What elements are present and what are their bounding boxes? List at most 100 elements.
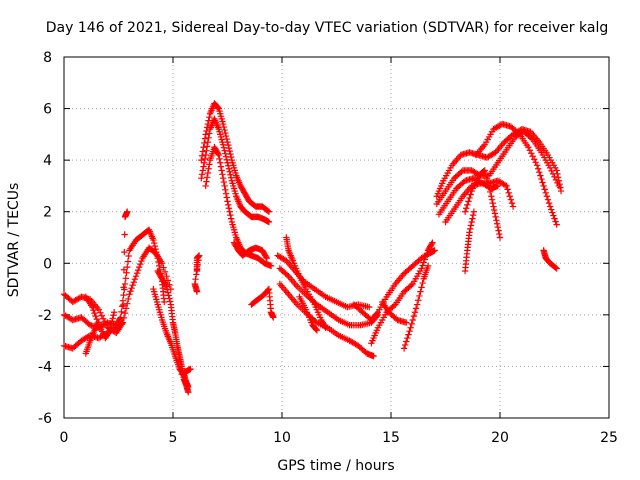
x-axis-label: GPS time / hours — [277, 458, 394, 474]
data-point — [120, 284, 127, 291]
data-point — [552, 176, 560, 184]
y-tick-labels: -6 -4 -2 0 2 4 6 8 — [38, 50, 52, 427]
data-point — [165, 292, 172, 299]
data-point — [465, 198, 472, 205]
data-point — [124, 208, 131, 215]
series-arc-21 — [368, 239, 436, 347]
data-point — [222, 132, 230, 140]
y-tick-label: 6 — [43, 102, 52, 118]
data-point — [118, 308, 125, 316]
series-arc-15 — [274, 252, 373, 311]
data-point — [467, 222, 475, 229]
data-point — [152, 245, 159, 253]
data-point — [220, 123, 228, 131]
series-arc-8 — [178, 365, 194, 378]
data-point — [206, 113, 213, 121]
data-point — [546, 203, 554, 210]
data-point — [312, 318, 319, 325]
data-point — [467, 225, 474, 233]
data-point — [121, 309, 129, 317]
data-point — [411, 309, 419, 316]
data-point — [138, 257, 145, 265]
data-marks — [60, 100, 565, 396]
data-point — [227, 171, 234, 178]
data-point — [549, 170, 557, 178]
data-point — [205, 165, 212, 172]
data-point — [429, 239, 436, 246]
data-point — [124, 258, 132, 265]
data-point — [533, 162, 541, 169]
data-point — [509, 203, 517, 210]
data-point — [313, 327, 321, 334]
data-point — [536, 168, 543, 176]
data-point — [221, 126, 228, 134]
data-point — [203, 178, 210, 185]
data-point — [492, 213, 499, 221]
series-arc-30 — [472, 120, 560, 228]
data-point — [203, 147, 210, 154]
data-point — [424, 262, 432, 270]
series-arc-19 — [296, 293, 321, 334]
data-point — [105, 328, 113, 335]
data-point — [161, 268, 169, 276]
data-point — [219, 171, 226, 178]
data-point — [222, 186, 229, 193]
data-point — [226, 208, 233, 215]
data-point — [122, 275, 129, 282]
data-point — [220, 144, 228, 151]
data-point — [264, 286, 272, 294]
data-point — [265, 208, 273, 215]
data-point — [226, 168, 233, 175]
data-point — [124, 300, 131, 307]
data-point — [166, 298, 174, 305]
data-point — [486, 188, 494, 196]
data-point — [223, 194, 230, 201]
data-point — [126, 291, 133, 298]
data-point — [428, 240, 435, 248]
data-point — [120, 266, 128, 273]
data-point — [404, 334, 411, 342]
data-point — [400, 345, 408, 352]
data-point — [225, 162, 232, 169]
data-point — [418, 265, 425, 272]
data-point — [217, 163, 225, 170]
series-arc-13 — [230, 239, 270, 262]
data-point — [390, 302, 398, 310]
data-point — [164, 289, 172, 296]
series-arc-9 — [191, 252, 203, 295]
data-point — [94, 320, 102, 328]
data-point — [418, 284, 425, 291]
data-point — [216, 155, 223, 163]
data-point — [219, 120, 227, 128]
data-point — [202, 151, 209, 159]
data-point — [125, 252, 132, 260]
data-point — [195, 257, 202, 264]
x-tick-label: 10 — [273, 430, 291, 446]
data-point — [133, 269, 141, 277]
data-point — [493, 217, 500, 224]
data-point — [201, 135, 209, 142]
data-point — [464, 201, 471, 209]
data-point — [109, 315, 116, 322]
data-point — [120, 291, 127, 299]
data-point — [483, 175, 491, 183]
y-axis-label: SDTVAR / TECUs — [6, 183, 22, 298]
data-point — [90, 306, 97, 314]
data-point — [95, 306, 103, 313]
data-point — [222, 129, 229, 137]
data-point — [530, 156, 538, 163]
data-point — [227, 211, 234, 219]
data-point — [491, 210, 499, 217]
data-point — [546, 164, 554, 172]
series-arc-28 — [461, 167, 504, 241]
data-point — [155, 258, 162, 266]
grid-lines — [64, 57, 609, 418]
data-point — [403, 319, 410, 326]
data-point — [551, 215, 558, 222]
data-point — [408, 320, 415, 328]
data-point — [221, 182, 228, 190]
data-point — [219, 141, 227, 148]
data-point — [554, 179, 561, 187]
data-point — [129, 282, 136, 289]
data-point — [466, 229, 473, 236]
